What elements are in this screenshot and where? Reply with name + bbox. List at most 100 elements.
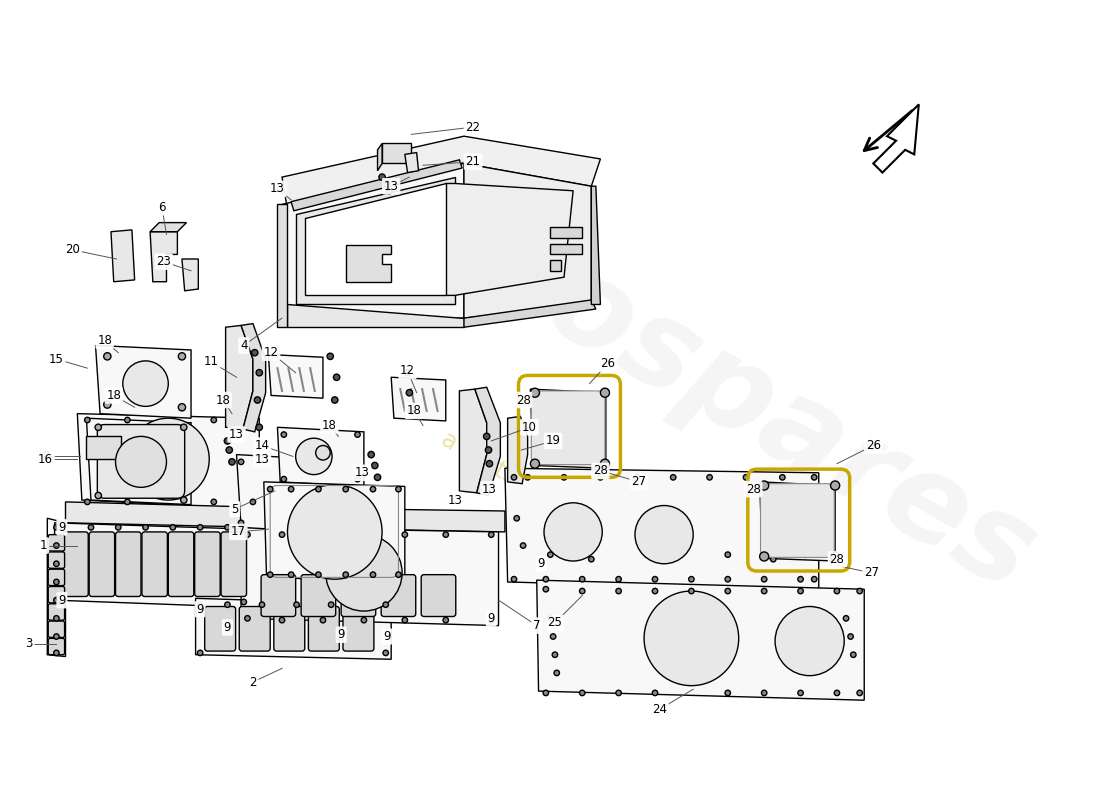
Bar (550, 227, 582, 238)
Circle shape (530, 388, 539, 398)
Polygon shape (537, 580, 865, 700)
FancyBboxPatch shape (97, 425, 185, 498)
Text: 5: 5 (231, 502, 239, 516)
Text: 18: 18 (322, 419, 337, 432)
Circle shape (802, 552, 807, 558)
Circle shape (725, 552, 730, 558)
Circle shape (405, 370, 410, 376)
Circle shape (857, 690, 862, 696)
Polygon shape (287, 305, 464, 327)
Circle shape (239, 520, 244, 526)
Circle shape (310, 520, 316, 526)
Circle shape (484, 434, 490, 439)
Text: 21: 21 (465, 155, 481, 168)
Polygon shape (196, 598, 392, 659)
Circle shape (601, 388, 609, 398)
Circle shape (256, 424, 263, 430)
Text: 9: 9 (383, 630, 390, 643)
Circle shape (834, 690, 839, 696)
Text: 23: 23 (156, 255, 172, 268)
Circle shape (224, 525, 230, 530)
Circle shape (770, 557, 776, 562)
Polygon shape (446, 183, 573, 295)
FancyBboxPatch shape (48, 586, 65, 603)
Text: 26: 26 (866, 439, 881, 452)
Circle shape (689, 577, 694, 582)
Circle shape (830, 552, 839, 561)
Circle shape (744, 474, 749, 480)
Circle shape (54, 634, 59, 639)
Text: 9: 9 (58, 521, 66, 534)
Circle shape (331, 397, 338, 403)
FancyBboxPatch shape (261, 574, 296, 617)
Circle shape (406, 390, 412, 396)
FancyBboxPatch shape (421, 574, 455, 617)
FancyBboxPatch shape (48, 552, 65, 568)
Text: 13: 13 (482, 482, 497, 496)
Text: 9: 9 (487, 612, 495, 625)
Text: 9: 9 (197, 602, 204, 616)
Text: 27: 27 (864, 566, 879, 579)
Text: 28: 28 (746, 482, 761, 496)
Bar (382, 143, 411, 163)
Polygon shape (241, 527, 498, 626)
Text: 6: 6 (158, 201, 166, 214)
Text: 20: 20 (65, 243, 80, 256)
Circle shape (520, 543, 526, 548)
Circle shape (178, 353, 186, 360)
FancyBboxPatch shape (48, 621, 65, 638)
Polygon shape (592, 186, 601, 305)
Text: 28: 28 (516, 394, 530, 406)
Text: 25: 25 (548, 616, 562, 630)
Circle shape (374, 474, 381, 481)
Circle shape (116, 525, 121, 530)
Text: 18: 18 (216, 394, 230, 406)
Circle shape (386, 187, 393, 194)
Circle shape (780, 474, 785, 480)
Circle shape (320, 532, 326, 538)
Circle shape (371, 486, 376, 492)
Circle shape (760, 552, 769, 561)
Circle shape (256, 370, 263, 376)
Circle shape (580, 690, 585, 696)
FancyBboxPatch shape (274, 606, 305, 651)
FancyBboxPatch shape (63, 532, 88, 597)
Circle shape (320, 618, 326, 623)
FancyBboxPatch shape (48, 534, 65, 551)
Text: 7: 7 (534, 619, 540, 632)
Circle shape (372, 462, 378, 469)
Circle shape (244, 616, 250, 621)
Text: 28: 28 (829, 553, 845, 566)
FancyBboxPatch shape (240, 606, 271, 651)
Text: 8: 8 (42, 450, 50, 463)
Circle shape (597, 474, 603, 480)
Circle shape (54, 543, 59, 548)
Circle shape (54, 579, 59, 585)
Circle shape (844, 616, 849, 621)
Circle shape (279, 532, 285, 538)
Circle shape (124, 418, 130, 422)
FancyBboxPatch shape (343, 606, 374, 651)
FancyBboxPatch shape (168, 532, 194, 597)
Bar (550, 260, 561, 271)
Circle shape (544, 502, 602, 561)
Circle shape (601, 459, 609, 468)
Circle shape (54, 598, 59, 603)
Polygon shape (405, 153, 418, 173)
Circle shape (170, 525, 176, 530)
Circle shape (54, 650, 59, 656)
Circle shape (254, 397, 261, 403)
Circle shape (316, 446, 330, 460)
Text: 18: 18 (107, 389, 121, 402)
Circle shape (776, 606, 844, 676)
Circle shape (725, 588, 730, 594)
Polygon shape (305, 183, 446, 295)
Circle shape (56, 595, 62, 601)
Circle shape (224, 602, 230, 607)
Circle shape (54, 561, 59, 566)
Polygon shape (392, 378, 446, 421)
Circle shape (616, 577, 622, 582)
Circle shape (378, 174, 385, 180)
Circle shape (798, 588, 803, 594)
Circle shape (180, 424, 187, 430)
